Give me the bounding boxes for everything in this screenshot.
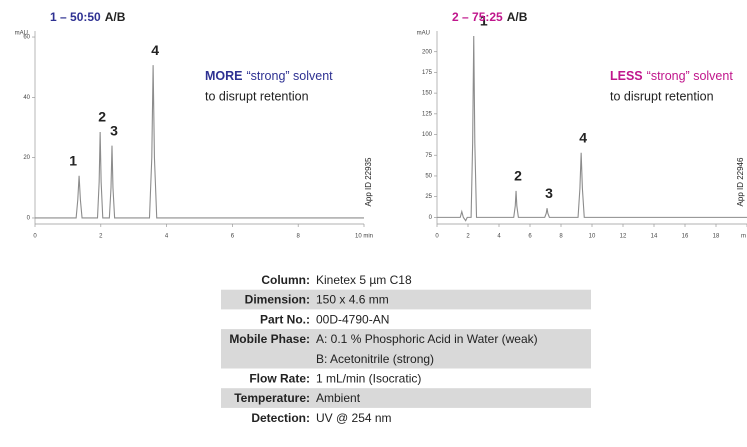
row-label: Dimension: [245, 293, 310, 307]
peak-label: 4 [151, 42, 159, 58]
row-value: A: 0.1 % Phosphoric Acid in Water (weak) [316, 332, 538, 346]
peak-label: 1 [69, 152, 77, 168]
x-tick-label: 0 [33, 234, 37, 240]
row-label: Detection: [251, 411, 310, 425]
y-tick-label: 200 [422, 49, 433, 55]
y-tick-label: 50 [425, 174, 432, 180]
x-tick-label: 4 [497, 234, 501, 240]
row-value: 1 mL/min (Isocratic) [316, 372, 421, 386]
x-tick-label: 8 [297, 234, 301, 240]
chromatogram-trace [437, 35, 747, 222]
x-tick-label: m [741, 234, 746, 240]
row-label: Temperature: [234, 391, 310, 405]
peak-label: 4 [579, 129, 587, 145]
x-tick-label: 2 [466, 234, 470, 240]
peak-label: 3 [110, 122, 118, 138]
y-tick-label: 0 [429, 215, 433, 221]
x-tick-label: 12 [620, 234, 627, 240]
x-tick-label: 18 [713, 234, 720, 240]
row-label: Column: [261, 273, 310, 287]
row-value: 150 x 4.6 mm [316, 293, 389, 307]
row-value: 00D-4790-AN [316, 312, 389, 326]
y-tick-label: 75 [425, 153, 432, 159]
note: MORE “strong” solvent [205, 69, 333, 83]
x-tick-label: 16 [682, 234, 689, 240]
note-line-2: to disrupt retention [205, 89, 309, 103]
y-tick-label: 100 [422, 132, 433, 138]
chart-title: 2 – 75:25 A/B [452, 10, 528, 24]
note: LESS “strong” solvent [610, 69, 733, 83]
chart-title: 1 – 50:50 A/B [50, 10, 126, 24]
app-id: App ID 22935 [364, 157, 373, 206]
note-bold: LESS [610, 69, 643, 83]
app-id: App ID 22946 [736, 157, 745, 206]
row-label: Mobile Phase: [229, 332, 310, 346]
peak-label: 2 [98, 109, 106, 125]
title-run: 2 – 75:25 [452, 10, 503, 24]
row-value: Ambient [316, 391, 361, 405]
title-suffix: A/B [507, 10, 528, 24]
x-tick-label: 10 min [355, 234, 373, 240]
peak-label: 3 [545, 185, 553, 201]
y-tick-label: 40 [23, 95, 30, 101]
y-tick-label: 25 [425, 194, 432, 200]
y-tick-label: 60 [23, 35, 30, 41]
x-tick-label: 6 [528, 234, 532, 240]
x-tick-label: 4 [165, 234, 169, 240]
row-shading [221, 289, 591, 310]
row-label: Flow Rate: [249, 372, 310, 386]
x-tick-label: 0 [435, 234, 439, 240]
note-line-2: to disrupt retention [610, 89, 714, 103]
x-tick-label: 14 [651, 234, 658, 240]
row-value: B: Acetonitrile (strong) [316, 352, 434, 366]
row-value: Kinetex 5 µm C18 [316, 273, 412, 287]
y-tick-label: 20 [23, 155, 30, 161]
peak-label: 2 [514, 168, 522, 184]
x-tick-label: 6 [231, 234, 235, 240]
y-axis-label: mAU [15, 31, 28, 37]
row-label: Part No.: [260, 312, 310, 326]
note-bold: MORE [205, 69, 243, 83]
y-tick-label: 150 [422, 91, 433, 97]
y-tick-label: 125 [422, 111, 433, 117]
x-tick-label: 10 [589, 234, 596, 240]
row-shading [221, 388, 591, 408]
chromatogram-trace [35, 65, 364, 219]
peak-label: 1 [480, 13, 488, 29]
note-text: “strong” solvent [247, 69, 334, 83]
title-run: 1 – 50:50 [50, 10, 101, 24]
title-suffix: A/B [105, 10, 126, 24]
y-axis-label: mAU [417, 31, 430, 37]
row-value: UV @ 254 nm [316, 411, 392, 425]
x-tick-label: 2 [99, 234, 103, 240]
y-tick-label: 175 [422, 70, 433, 76]
row-shading [221, 329, 591, 369]
y-tick-label: 0 [27, 216, 31, 222]
note-text: “strong” solvent [647, 69, 734, 83]
x-tick-label: 8 [559, 234, 563, 240]
